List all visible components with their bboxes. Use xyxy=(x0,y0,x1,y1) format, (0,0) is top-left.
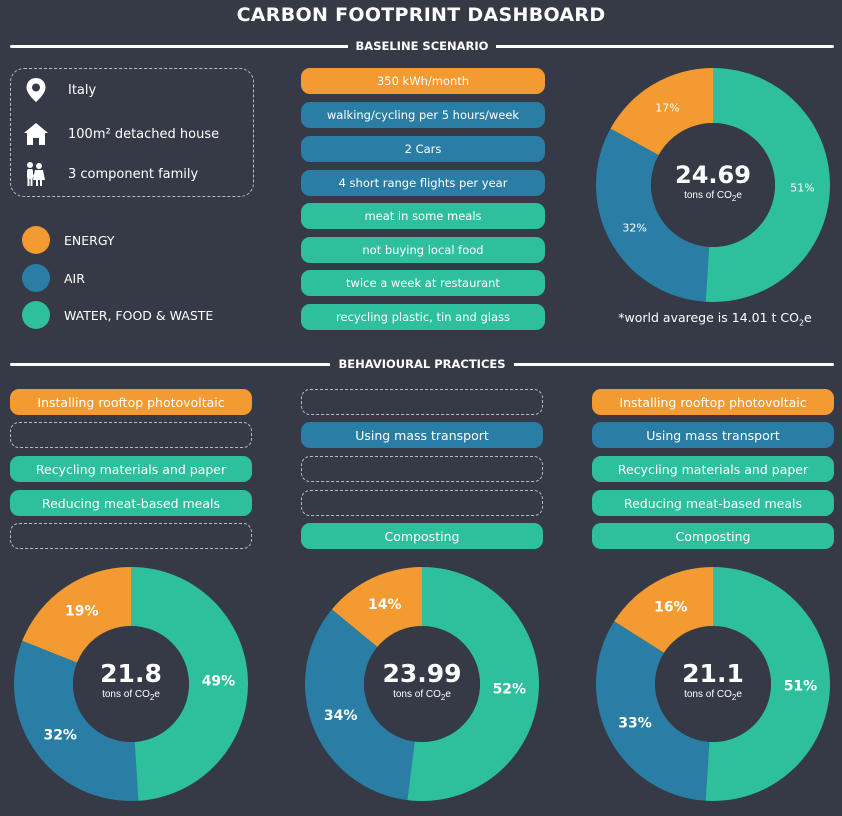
donut-total-value: 21.1 xyxy=(682,659,744,689)
legend-swatch xyxy=(22,301,50,329)
baseline-section-title: BASELINE SCENARIO xyxy=(347,39,497,53)
empty-practice-slot xyxy=(10,422,252,448)
donut-percent-label: 51% xyxy=(784,679,818,695)
donut-center: 24.69 tons of CO2e xyxy=(596,162,830,203)
empty-practice-slot xyxy=(10,523,252,549)
scenario-2-donut-chart: 14% 34% 52% 23.99 tons of CO2e xyxy=(305,567,539,801)
donut-slice-energy xyxy=(614,567,713,653)
donut-unit-label: tons of CO2e xyxy=(393,689,451,702)
house-icon xyxy=(22,120,50,148)
baseline-donut-chart: 17% 32% 51% 24.69 tons of CO2e xyxy=(596,68,830,302)
donut-slice-air xyxy=(596,128,710,302)
profile-location: Italy xyxy=(22,76,96,104)
donut-hole xyxy=(651,123,775,247)
donut-unit-label: tons of CO2e xyxy=(684,189,742,203)
donut-slice-energy xyxy=(22,567,131,663)
scenario-1-donut-chart: 19% 32% 49% 21.8 tons of CO2e xyxy=(14,567,248,801)
footnote-sub: 2 xyxy=(798,318,805,328)
donut-percent-label: 34% xyxy=(324,708,358,724)
donut-percent-label: 19% xyxy=(65,604,99,620)
family-text: 3 component family xyxy=(68,166,199,182)
donut-percent-label: 49% xyxy=(202,673,236,689)
donut-slice-energy xyxy=(331,567,422,648)
empty-practice-slot xyxy=(301,490,543,516)
baseline-item-pill: 350 kWh/month xyxy=(301,68,545,94)
donut-unit-label: tons of CO2e xyxy=(102,689,160,702)
legend-item-energy: ENERGY xyxy=(22,226,115,254)
baseline-item-pill: recycling plastic, tin and glass xyxy=(301,304,545,330)
footnote-text: *world avarege is 14.01 t CO xyxy=(618,310,799,325)
empty-practice-slot xyxy=(301,389,543,415)
baseline-item-pill: 2 Cars xyxy=(301,136,545,162)
baseline-item-pill: 4 short range flights per year xyxy=(301,170,545,196)
family-icon xyxy=(22,160,50,188)
donut-percent-label: 16% xyxy=(654,599,688,615)
donut-center: 23.99 tons of CO2e xyxy=(305,659,539,702)
donut-slice-air xyxy=(596,621,710,801)
practice-pill: Recycling materials and paper xyxy=(10,456,252,482)
behavioural-section-title: BEHAVIOURAL PRACTICES xyxy=(330,357,514,371)
donut-hole xyxy=(364,626,480,742)
location-text: Italy xyxy=(68,82,97,98)
donut-percent-label: 17% xyxy=(655,101,679,114)
profile-family: 3 component family xyxy=(22,160,198,188)
practice-pill: Using mass transport xyxy=(301,422,543,448)
donut-slice-water-food-waste xyxy=(705,567,830,801)
practice-pill: Recycling materials and paper xyxy=(592,456,834,482)
donut-percent-label: 52% xyxy=(493,681,527,697)
donut-percent-label: 14% xyxy=(368,597,402,613)
scenario-3-donut-chart: 16% 33% 51% 21.1 tons of CO2e xyxy=(596,567,830,801)
donut-percent-label: 32% xyxy=(43,727,77,743)
behavioural-section-header: BEHAVIOURAL PRACTICES xyxy=(10,354,834,374)
legend-label: WATER, FOOD & WASTE xyxy=(64,307,214,323)
donut-percent-label: 51% xyxy=(790,181,814,194)
donut-percent-label: 33% xyxy=(618,716,652,732)
donut-hole xyxy=(73,626,189,742)
baseline-item-pill: walking/cycling per 5 hours/week xyxy=(301,102,545,128)
donut-slice-water-food-waste xyxy=(407,567,539,801)
location-pin-icon xyxy=(22,76,50,104)
practice-pill: Installing rooftop photovoltaic xyxy=(592,389,834,415)
baseline-item-pill: not buying local food xyxy=(301,237,545,263)
donut-slice-water-food-waste xyxy=(705,68,830,302)
baseline-section-header: BASELINE SCENARIO xyxy=(10,36,834,56)
legend-swatch xyxy=(22,264,50,292)
baseline-item-pill: twice a week at restaurant xyxy=(301,270,545,296)
donut-slice-energy xyxy=(610,68,713,156)
donut-percent-label: 32% xyxy=(622,222,646,235)
empty-practice-slot xyxy=(301,456,543,482)
practice-pill: Installing rooftop photovoltaic xyxy=(10,389,252,415)
donut-slice-air xyxy=(14,640,139,801)
legend-label: AIR xyxy=(64,270,85,286)
legend-item-water-food-waste: WATER, FOOD & WASTE xyxy=(22,301,213,329)
world-average-footnote: *world avarege is 14.01 t CO2e xyxy=(590,310,840,328)
practice-pill: Composting xyxy=(301,523,543,549)
house-text: 100m² detached house xyxy=(68,126,220,142)
donut-unit-label: tons of CO2e xyxy=(684,689,742,702)
practice-pill: Reducing meat-based meals xyxy=(592,490,834,516)
profile-house: 100m² detached house xyxy=(22,120,219,148)
page-title: CARBON FOOTPRINT DASHBOARD xyxy=(236,4,606,26)
baseline-item-pill: meat in some meals xyxy=(301,203,545,229)
legend-item-air: AIR xyxy=(22,264,85,292)
donut-total-value: 21.8 xyxy=(100,659,162,689)
donut-hole xyxy=(655,626,771,742)
practice-pill: Composting xyxy=(592,523,834,549)
donut-center: 21.8 tons of CO2e xyxy=(14,659,248,702)
profile-box xyxy=(10,68,254,197)
donut-slice-air xyxy=(305,609,415,801)
donut-total-value: 23.99 xyxy=(382,659,462,689)
donut-slice-water-food-waste xyxy=(131,567,248,801)
practice-pill: Reducing meat-based meals xyxy=(10,490,252,516)
footnote-suffix: e xyxy=(804,310,812,325)
practice-pill: Using mass transport xyxy=(592,422,834,448)
legend-swatch xyxy=(22,226,50,254)
donut-total-value: 24.69 xyxy=(675,161,751,190)
donut-center: 21.1 tons of CO2e xyxy=(596,659,830,702)
legend-label: ENERGY xyxy=(64,232,115,248)
